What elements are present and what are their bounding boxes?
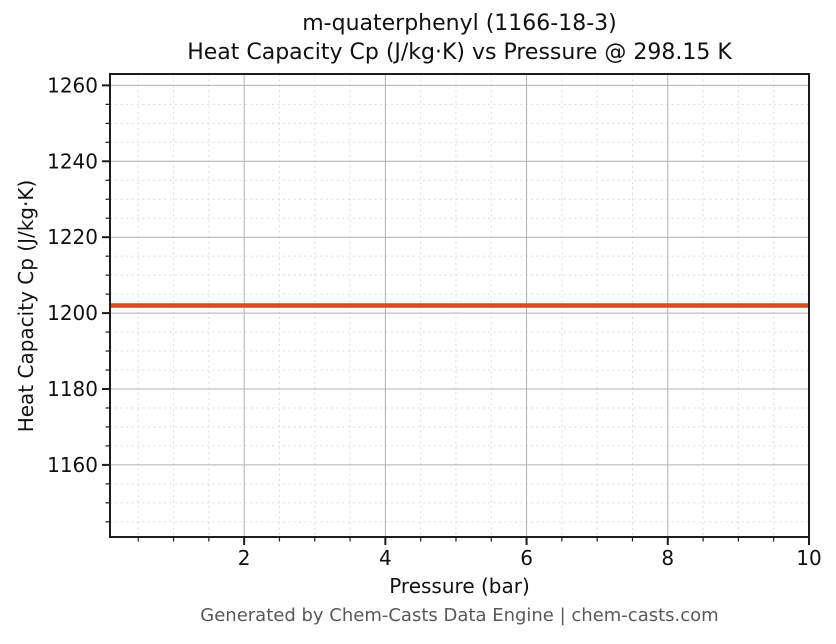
x-tick-label: 2 bbox=[238, 546, 251, 570]
y-tick-label: 1200 bbox=[47, 301, 98, 325]
x-tick-label: 10 bbox=[796, 546, 821, 570]
plot-border bbox=[109, 73, 810, 538]
x-tick-label: 6 bbox=[520, 546, 533, 570]
y-tick-label: 1160 bbox=[47, 453, 98, 477]
chart-title: m-quaterphenyl (1166-18-3) Heat Capacity… bbox=[110, 9, 809, 67]
x-tick-label: 4 bbox=[379, 546, 392, 570]
x-tick-label: 8 bbox=[661, 546, 674, 570]
axis-ticks bbox=[102, 84, 810, 545]
y-axis-label: Heat Capacity Cp (J/kg·K) bbox=[14, 179, 38, 433]
tick-labels: 2 4 6 8 10 1160 1180 1200 1220 1240 1260 bbox=[47, 73, 822, 570]
minor-gridlines bbox=[110, 74, 809, 537]
y-tick-label: 1240 bbox=[47, 149, 98, 173]
chart-title-line-2: Heat Capacity Cp (J/kg·K) vs Pressure @ … bbox=[187, 40, 732, 65]
y-tick-label: 1180 bbox=[47, 377, 98, 401]
y-tick-label: 1220 bbox=[47, 225, 98, 249]
x-axis-label: Pressure (bar) bbox=[389, 574, 530, 598]
footer-credit: Generated by Chem-Casts Data Engine | ch… bbox=[200, 605, 719, 626]
chart-title-line-1: m-quaterphenyl (1166-18-3) bbox=[302, 11, 617, 36]
y-tick-label: 1260 bbox=[47, 73, 98, 97]
